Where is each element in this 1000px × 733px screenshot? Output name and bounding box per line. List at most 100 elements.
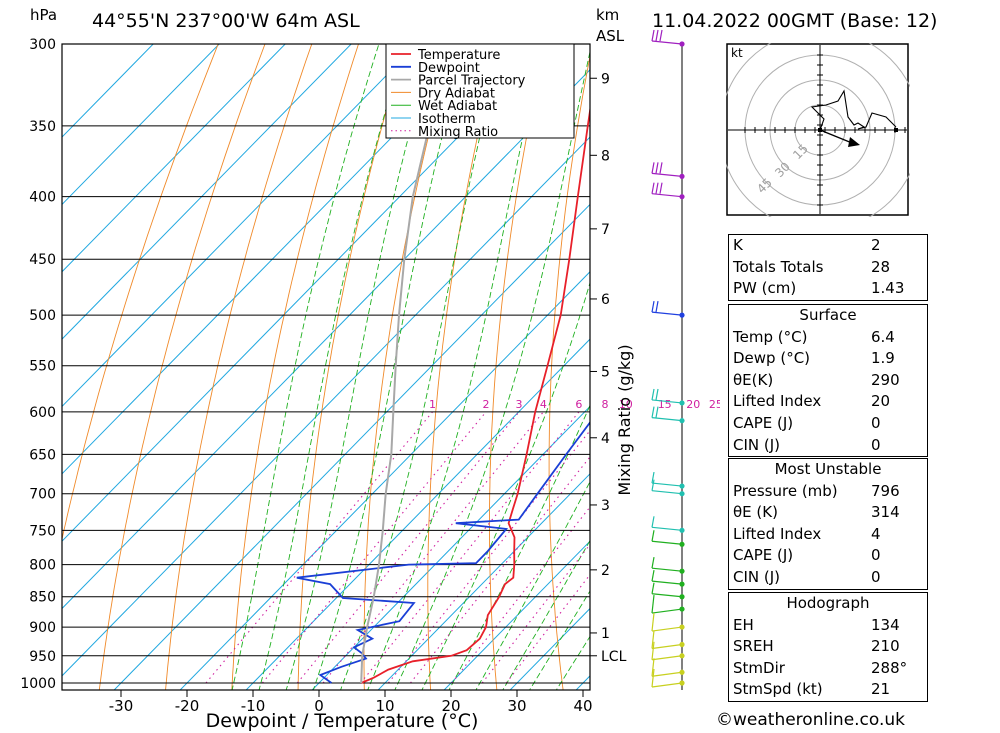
wind-barb-feather — [651, 516, 655, 528]
mixing-ratio-label: 4 — [540, 398, 547, 411]
wind-barb — [651, 490, 683, 495]
wet-adiabat-line — [367, 44, 545, 690]
mixing-ratio-line — [481, 543, 590, 684]
height-tick-label: 5 — [601, 364, 610, 380]
isotherm-line — [443, 540, 590, 690]
most-unstable-table: Most Unstable Pressure (mb) 796 θE (K) 314 L… — [728, 458, 928, 590]
isotherm-line — [245, 338, 590, 690]
mixing-ratio-line — [205, 411, 433, 684]
pressure-tick-label: 850 — [29, 590, 56, 606]
x-tick-label: -30 — [109, 697, 134, 715]
storm-motion-arrowhead — [848, 137, 860, 147]
wind-barb-feather — [651, 471, 655, 484]
wind-level-dot — [679, 541, 685, 547]
wind-barb-feather — [651, 630, 655, 649]
mixing-ratio-label: 2 — [482, 398, 489, 411]
table-row: Lifted Index 4 — [729, 524, 927, 546]
row-value: 0 — [871, 567, 881, 586]
isotherm-line — [113, 203, 590, 690]
dry-adiabat-line — [548, 53, 590, 690]
temperature-line — [360, 104, 590, 684]
pressure-tick-label: 500 — [29, 308, 56, 324]
height-tick-label: 1 — [601, 626, 610, 642]
row-label: CAPE (J) — [733, 413, 794, 432]
credit-link[interactable]: ©weatheronline.co.uk — [716, 710, 906, 730]
legend-label: Parcel Trajectory — [418, 74, 526, 89]
pressure-tick-label: 600 — [29, 405, 56, 421]
isotherm-line — [62, 44, 154, 138]
height-unit-bottom: ASL — [596, 27, 625, 45]
wind-level-dot — [679, 527, 685, 533]
wind-barb-feather — [651, 668, 655, 688]
row-value: 314 — [871, 503, 900, 522]
wind-barb-feather — [651, 641, 655, 660]
wind-barb-feather — [651, 613, 655, 632]
x-tick-label: 10 — [375, 697, 394, 715]
isotherm-line — [179, 271, 590, 690]
table-row: Totals Totals 28 — [729, 257, 927, 279]
location-title: 44°55'N 237°00'W 64m ASL — [92, 10, 360, 32]
row-value: 210 — [871, 637, 900, 656]
mixing-ratio-line — [296, 411, 520, 684]
row-label: CIN (J) — [733, 567, 781, 586]
table-row: SREH 210 — [729, 636, 927, 658]
wind-barb — [651, 417, 683, 422]
row-value: 0 — [871, 413, 881, 432]
row-label: EH — [733, 615, 754, 634]
wind-barb-feather — [651, 406, 655, 418]
height-tick-label: LCL — [601, 649, 627, 665]
mixing-ratio-axis-label: Mixing Ratio (g/kg) — [615, 344, 634, 495]
wet-adiabat-line — [529, 590, 590, 690]
hodograph-trace — [810, 89, 897, 131]
table-row: Pressure (mb) 796 — [729, 481, 927, 503]
wind-barb — [651, 682, 683, 688]
pressure-tick-label: 400 — [29, 190, 56, 206]
legend-label: Dry Adiabat — [418, 86, 495, 101]
row-value: 134 — [871, 615, 900, 634]
pressure-tick-label: 300 — [29, 37, 56, 53]
wind-barb-feather — [659, 182, 663, 194]
hodograph-title: Hodograph — [786, 594, 870, 612]
mixing-ratio-label: 8 — [601, 398, 608, 411]
row-label: Lifted Index — [733, 524, 822, 543]
wind-level-dot — [679, 568, 685, 574]
dewpoint-line — [296, 420, 590, 684]
dry-adiabat-line — [98, 44, 266, 690]
pressure-tick-label: 750 — [29, 523, 56, 539]
mixing-ratio-label: 15 — [658, 398, 672, 411]
row-label: StmDir — [733, 658, 785, 677]
pressure-unit-label: hPa — [30, 6, 58, 24]
wet-adiabat-line — [555, 635, 590, 690]
row-label: θE(K) — [733, 370, 774, 389]
x-tick-label: 20 — [441, 697, 460, 715]
pressure-tick-label: 800 — [29, 558, 56, 574]
wind-barb — [651, 593, 683, 598]
legend-label: Temperature — [417, 48, 500, 63]
wind-barb — [651, 626, 683, 632]
isotherm-line — [62, 44, 418, 408]
table-row: CIN (J) 0 — [729, 435, 927, 457]
wind-barb-feather — [651, 595, 655, 614]
wind-barb — [651, 540, 683, 545]
isotherm-line — [62, 44, 352, 340]
height-tick-label: 6 — [601, 292, 610, 308]
mixing-ratio-line — [387, 429, 590, 684]
mixing-ratio-line — [261, 411, 487, 684]
table-row: PW (cm) 1.43 — [729, 278, 927, 300]
datetime-title: 11.04.2022 00GMT (Base: 12) — [652, 10, 938, 32]
row-value: 6.4 — [871, 327, 895, 346]
row-value: 2 — [871, 236, 881, 254]
wind-barb — [651, 526, 683, 531]
mixing-ratio-label: 10 — [619, 398, 633, 411]
wind-barb-feather — [659, 162, 663, 174]
pressure-tick-label: 700 — [29, 487, 56, 503]
mixing-ratio-label: 20 — [686, 398, 700, 411]
wind-barb — [651, 580, 683, 585]
pressure-tick-label: 450 — [29, 252, 56, 268]
wind-barb — [651, 482, 683, 487]
x-tick-label: 40 — [573, 697, 592, 715]
row-label: Dewp (°C) — [733, 349, 811, 368]
dry-adiabat-line — [297, 44, 406, 690]
table-row: Dewp (°C) 1.9 — [729, 348, 927, 370]
